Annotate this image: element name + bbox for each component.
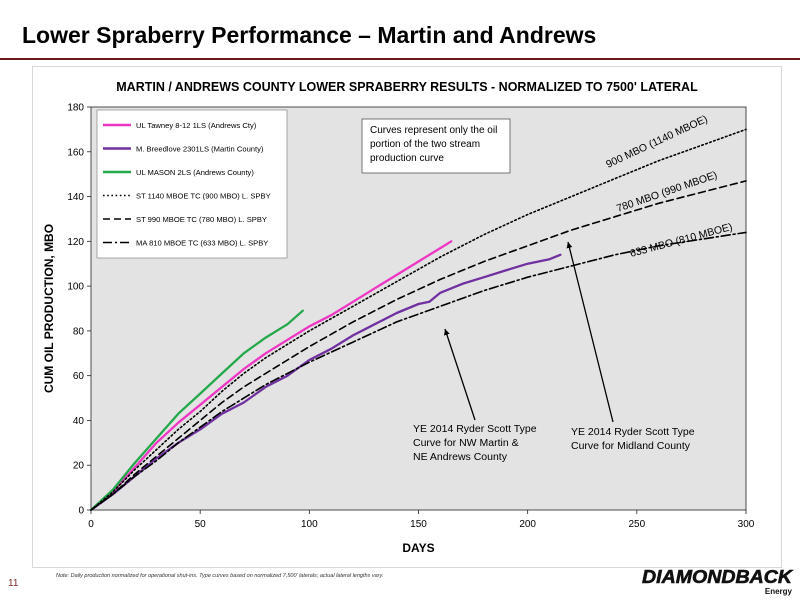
series-line-4 [90,128,747,511]
legend-label: MA 810 MBOE TC (633 MBO) L. SPBY [136,239,268,248]
logo-subtext: Energy [765,587,793,596]
series-line-6 [90,231,747,511]
chart-frame: MARTIN / ANDREWS COUNTY LOWER SPRABERRY … [32,66,782,568]
y-tick-label: 20 [73,461,85,472]
note-box [361,118,511,174]
note-text: Curves represent only the oil [370,125,497,136]
arrow-nw [444,328,476,421]
x-tick-label: 0 [88,519,94,530]
legend-label: M. Breedlove 2301LS (Martin County) [136,145,264,154]
footnote: Note: Daily production normalized for op… [56,573,384,579]
y-tick-label: 80 [73,326,85,337]
y-tick-label: 180 [67,103,84,114]
series-line-5 [90,180,747,511]
legend-label: ST 1140 MBOE TC (900 MBO) L. SPBY [136,192,271,201]
title-divider [0,58,800,60]
x-tick-label: 50 [195,519,207,530]
ryder-scott-midland-text: Curve for Midland County [571,440,691,452]
note-text: production curve [370,153,444,164]
y-tick-label: 140 [67,192,84,203]
x-tick-label: 100 [301,519,318,530]
y-tick-label: 40 [73,416,85,427]
arrow-midland [566,241,614,423]
chart-title: MARTIN / ANDREWS COUNTY LOWER SPRABERRY … [116,80,698,94]
ryder-scott-nw-text: Curve for NW Martin & [413,437,519,449]
y-tick-label: 60 [73,371,85,382]
ryder-scott-nw-text: YE 2014 Ryder Scott Type [413,423,537,435]
x-tick-label: 200 [519,519,536,530]
legend [96,109,288,259]
logo-text: DIAMONDBACK [642,567,794,587]
series-line-3 [89,309,304,512]
note-text: portion of the two stream [370,139,480,150]
x-tick-label: 300 [738,519,755,530]
company-logo: DIAMONDBACK Energy [642,567,794,596]
slide-title: Lower Spraberry Performance – Martin and… [22,22,597,48]
ryder-scott-midland-text: YE 2014 Ryder Scott Type [571,426,695,438]
x-axis-label: DAYS [402,541,434,555]
legend-label: ST 990 MBOE TC (780 MBO) L. SPBY [136,215,267,224]
legend-label: UL Tawney 8-12 1LS (Andrews Cty) [136,121,257,130]
y-tick-label: 100 [67,282,84,293]
ryder-scott-nw-text: NE Andrews County [413,451,508,463]
y-tick-label: 0 [78,506,84,517]
y-tick-label: 120 [67,237,84,248]
series-line-1 [89,240,453,512]
y-axis-label: CUM OIL PRODUCTION, MBO [42,224,56,393]
y-tick-label: 160 [67,147,84,158]
page-number: 11 [8,578,19,589]
x-tick-label: 250 [628,519,645,530]
legend-label: UL MASON 2LS (Andrews County) [136,168,254,177]
chart: MARTIN / ANDREWS COUNTY LOWER SPRABERRY … [42,80,755,555]
x-tick-label: 150 [410,519,427,530]
